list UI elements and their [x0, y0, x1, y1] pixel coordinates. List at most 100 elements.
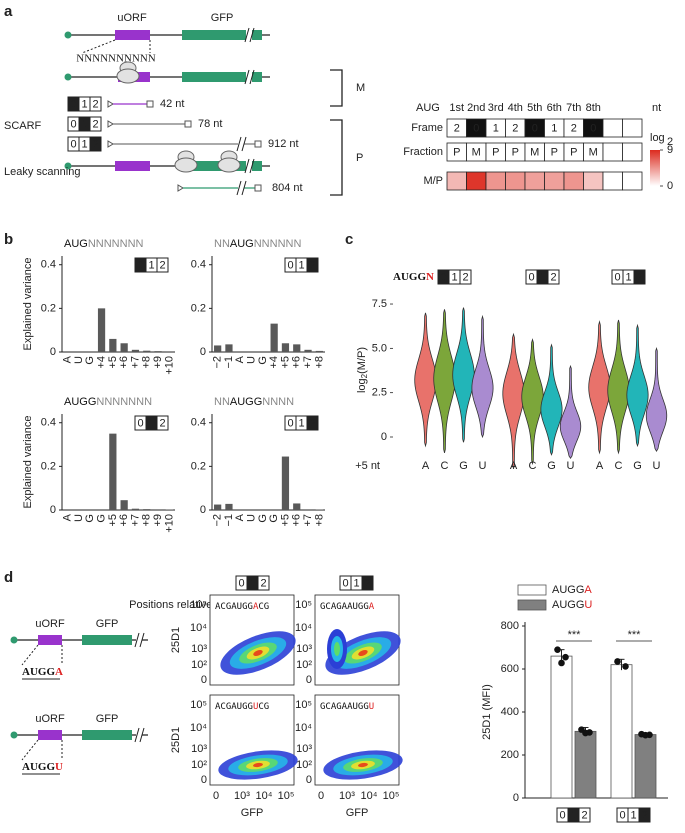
break-mark — [244, 158, 250, 174]
frame-digit: 0 — [528, 271, 534, 283]
frame-digit: 1 — [570, 809, 576, 821]
violin — [588, 320, 611, 455]
bar — [270, 323, 278, 352]
cap — [64, 73, 72, 81]
density — [253, 650, 263, 656]
frame-cell — [306, 257, 319, 273]
break-mark — [134, 632, 140, 648]
x-tick-label: A — [62, 513, 74, 521]
bar — [214, 345, 222, 352]
colorbar-tick-label: 0 — [667, 180, 673, 192]
fragment-length: 78 nt — [198, 118, 222, 130]
frame-digit: 0 — [287, 259, 293, 271]
frame-cell — [633, 269, 646, 285]
bar — [304, 509, 312, 510]
category-label: A — [596, 460, 604, 472]
y-axis-label: Explained variance — [22, 258, 34, 351]
y-axis-label-part: (M/P) — [356, 347, 368, 374]
heat-cell — [485, 171, 506, 191]
frame-digit: 0 — [70, 118, 76, 130]
x-tick-label: G — [84, 514, 96, 523]
cap — [64, 162, 72, 170]
y-tick-label: 10² — [296, 759, 312, 771]
chart-title-part: NNNNNNN — [88, 238, 144, 250]
bar — [281, 343, 290, 352]
break-mark — [236, 136, 242, 152]
row-label: Fraction — [403, 146, 443, 158]
annotation: *** — [568, 629, 582, 641]
density — [253, 762, 263, 768]
break-mark — [244, 27, 250, 43]
end-marker — [146, 100, 154, 108]
legend-label-part: A — [584, 584, 592, 596]
leaky-label: Leaky scanning — [4, 166, 80, 178]
x-tick-label: +5 — [279, 356, 291, 369]
row-label: M/P — [423, 175, 443, 187]
gfp-label: GFP — [96, 618, 119, 630]
x-tick-label: G — [84, 356, 96, 365]
sequence-part: CG — [258, 602, 269, 612]
category-label: U — [479, 460, 487, 472]
cell-text: M — [472, 146, 481, 158]
x-tick-label: −1 — [223, 514, 235, 527]
prefix-part: N — [426, 271, 434, 283]
break-gap — [238, 136, 244, 152]
cell-text: 0 — [590, 122, 596, 134]
x-tick-label: U — [73, 356, 85, 364]
break-mark — [139, 632, 145, 648]
x-tick-label: +5 — [107, 514, 119, 527]
bar — [293, 503, 301, 510]
y-tick-label: 0.4 — [191, 417, 206, 429]
end-marker — [254, 184, 262, 192]
x-tick-label: 10³ — [339, 790, 355, 802]
x-tick-label: 10⁵ — [383, 790, 400, 802]
cell-text: 1 — [551, 122, 557, 134]
panel-label: d — [4, 569, 13, 586]
density — [334, 642, 340, 656]
frame-digit: 1 — [630, 809, 636, 821]
sequence-part: GCAGAAUGG — [320, 702, 369, 712]
y-tick-label: 0 — [513, 792, 519, 804]
category-label: U — [567, 460, 575, 472]
heat-cell — [446, 171, 467, 191]
category-label: C — [529, 460, 537, 472]
break-mark — [249, 27, 255, 43]
chart-title-part: AUGG — [230, 396, 262, 408]
y-tick-label: 0 — [50, 346, 56, 358]
frame-digit: 0 — [342, 577, 348, 589]
frame-digit: 1 — [353, 577, 359, 589]
legend-label: AUGGU — [552, 599, 592, 611]
bar — [304, 349, 312, 352]
column-label: 2nd — [467, 102, 485, 114]
point — [614, 658, 621, 665]
violin — [433, 309, 456, 454]
frame-digit: 2 — [92, 98, 98, 110]
y-axis-label-part: 2 — [360, 373, 369, 378]
gfp-label: GFP — [211, 12, 234, 24]
bar — [165, 351, 173, 352]
x-tick-label: −1 — [223, 356, 235, 369]
legend-label-part: AUGG — [552, 599, 584, 611]
category-label: C — [441, 460, 449, 472]
frame-digit: 0 — [70, 138, 76, 150]
column-label: 3rd — [488, 102, 504, 114]
y-tick-label: 0.2 — [41, 460, 56, 472]
frame-digit: 0 — [238, 577, 244, 589]
y-tick-label: 0.2 — [41, 302, 56, 314]
x-tick-label: +6 — [118, 514, 130, 527]
x-tick-label: 0 — [213, 790, 219, 802]
y-tick-label: 10⁴ — [295, 622, 312, 634]
unit-label: nt — [652, 102, 661, 114]
x-tick-label: +8 — [313, 514, 325, 527]
cell-text: 2 — [571, 122, 577, 134]
frame-cell — [361, 575, 374, 591]
break-mark — [139, 727, 145, 743]
break-mark — [249, 69, 255, 85]
bar — [143, 350, 151, 352]
category-label: C — [615, 460, 623, 472]
ribosome — [217, 157, 241, 173]
y-tick-label: 0.2 — [191, 460, 206, 472]
x-tick-label: +10 — [163, 356, 175, 375]
heat-cell — [544, 171, 565, 191]
